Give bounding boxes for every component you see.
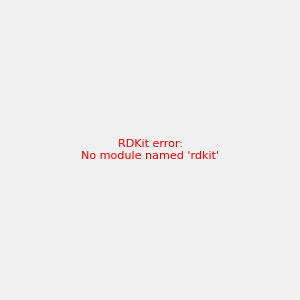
- Text: RDKit error:
No module named 'rdkit': RDKit error: No module named 'rdkit': [81, 139, 219, 161]
